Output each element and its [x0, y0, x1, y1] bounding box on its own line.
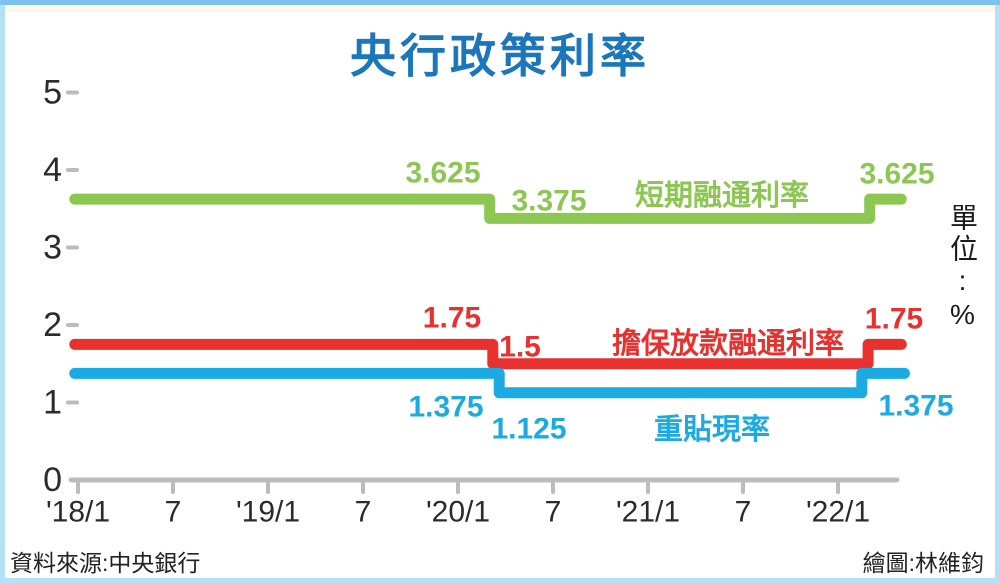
x-tick — [361, 481, 365, 494]
y-tick — [66, 245, 79, 250]
x-tick-label: '21/1 — [616, 496, 680, 529]
secured-loan-financing-rate-annotation: 1.75 — [423, 302, 481, 335]
secured-loan-financing-rate-annotation: 1.75 — [865, 303, 923, 336]
x-tick — [836, 481, 840, 494]
rediscount-rate-annotation: 1.375 — [878, 390, 953, 423]
x-tick-label: 7 — [545, 496, 562, 529]
x-tick-label: 7 — [355, 496, 372, 529]
x-tick — [171, 481, 175, 494]
cream-strip — [0, 5, 1000, 12]
x-tick-label: '22/1 — [806, 496, 870, 529]
x-tick-label: 7 — [735, 496, 752, 529]
secured-loan-financing-rate-annotation: 擔保放款融通利率 — [612, 326, 844, 360]
x-tick — [266, 481, 270, 494]
y-tick-label: 3 — [43, 229, 62, 267]
x-tick — [456, 481, 460, 494]
x-tick-label: '18/1 — [46, 496, 110, 529]
short-term-financing-rate-annotation: 3.375 — [511, 185, 586, 218]
secured-loan-financing-rate-annotation: 1.5 — [499, 331, 541, 364]
y-tick-label: 2 — [43, 306, 62, 344]
rediscount-rate-line — [69, 367, 910, 399]
x-tick-label: 7 — [165, 496, 182, 529]
x-tick — [646, 481, 650, 494]
rediscount-rate-annotation: 重貼現率 — [654, 412, 770, 446]
x-tick — [741, 481, 745, 494]
y-tick-label: 4 — [43, 151, 62, 189]
rediscount-rate-annotation: 1.375 — [408, 391, 483, 424]
x-tick — [551, 481, 555, 494]
data-source-label: 資料來源:中央銀行 — [10, 550, 201, 576]
y-unit-label: 單位:% — [947, 203, 978, 333]
short-term-financing-rate-annotation: 3.625 — [405, 157, 480, 190]
x-tick-label: '20/1 — [426, 496, 490, 529]
top-accent-bar — [0, 0, 1000, 5]
y-tick — [66, 323, 79, 327]
illustrator-credit-label: 繪圖:林維鈞 — [862, 550, 984, 576]
y-tick — [66, 400, 79, 405]
page-title: 央行政策利率 — [350, 30, 650, 82]
x-tick-label: '19/1 — [236, 496, 300, 529]
y-tick-label: 5 — [43, 74, 62, 112]
x-tick — [76, 481, 80, 494]
short-term-financing-rate-annotation: 短期融通利率 — [635, 178, 809, 212]
y-tick — [66, 90, 79, 95]
short-term-financing-rate-line — [69, 193, 907, 224]
secured-loan-financing-rate-line — [69, 338, 907, 370]
y-tick-label: 1 — [43, 384, 62, 422]
y-tick — [66, 168, 79, 172]
y-tick-label: 0 — [43, 461, 62, 499]
rediscount-rate-annotation: 1.125 — [491, 413, 566, 446]
short-term-financing-rate-annotation: 3.625 — [859, 158, 934, 191]
